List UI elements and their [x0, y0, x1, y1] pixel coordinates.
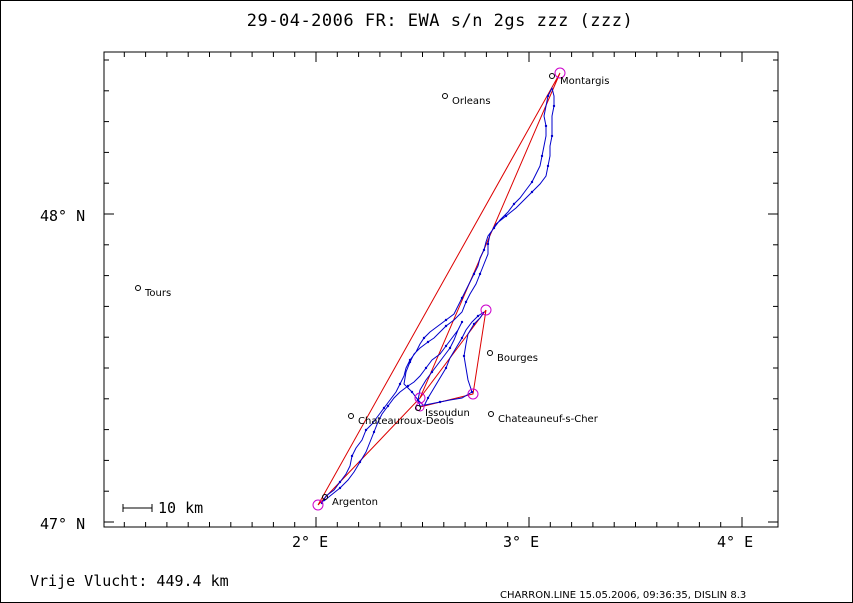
credit-text: CHARRON.LINE 15.05.2006, 09:36:35, DISLI…	[500, 590, 746, 601]
track-fix	[416, 398, 420, 402]
task-course	[317, 72, 561, 506]
city-montargis: Montargis	[560, 76, 609, 87]
track-fix	[350, 454, 354, 458]
track-fix	[444, 366, 448, 370]
track-fix	[422, 336, 426, 340]
track-fix	[430, 370, 434, 374]
track-fix	[552, 104, 556, 108]
city-markers: Montargis Orleans Tours Bourges Issoudun…	[135, 73, 609, 508]
track-fix	[472, 322, 476, 326]
track-fix	[406, 384, 410, 388]
track-fix	[486, 242, 490, 246]
track-fix	[338, 480, 342, 484]
city-chateauneuf: Chateauneuf-s-Cher	[498, 414, 599, 425]
lon-label-2: 2° E	[292, 533, 328, 551]
track-fix	[540, 154, 544, 158]
track-fix	[478, 272, 482, 276]
track-fixes	[320, 94, 556, 505]
track-fix	[476, 314, 480, 318]
track-fix	[438, 400, 442, 404]
city-dot-issoudun	[415, 405, 421, 411]
scale-bar: 10 km	[122, 499, 203, 517]
city-chateauroux: Chateauroux-Deols	[358, 416, 454, 427]
track-fix	[426, 396, 430, 400]
track-fix	[408, 358, 412, 362]
page-title: 29-04-2006 FR: EWA s/n 2gs zzz (zzz)	[247, 11, 633, 31]
track-fix	[546, 94, 550, 98]
track-fix	[410, 390, 414, 394]
track-fix	[426, 340, 430, 344]
track-fix	[398, 382, 402, 386]
track-fix	[504, 214, 508, 218]
track-fix	[372, 430, 376, 434]
city-dot-chateauneuf	[488, 411, 494, 417]
track-fix	[444, 324, 448, 328]
lon-label-4: 4° E	[717, 533, 753, 551]
track-fix	[448, 346, 452, 350]
track-fix	[386, 404, 390, 408]
city-dot-bourges	[487, 350, 493, 356]
course-leg-triangle	[419, 309, 487, 408]
city-orleans: Orleans	[452, 96, 491, 107]
city-dot-chateauroux	[348, 413, 354, 419]
track-fix	[546, 164, 550, 168]
track-fix	[470, 390, 474, 394]
track-fix	[460, 336, 464, 340]
track-fix	[444, 344, 448, 348]
flight-track	[321, 86, 555, 504]
track-fix	[464, 300, 468, 304]
track-fix	[482, 248, 486, 252]
city-dot-orleans	[442, 93, 448, 99]
axis-ticks	[104, 52, 778, 527]
track-fix	[530, 190, 534, 194]
map-border	[103, 51, 779, 528]
city-dot-argenton	[322, 494, 328, 500]
track-fix	[550, 134, 554, 138]
track-fix	[338, 486, 342, 490]
city-bourges: Bourges	[497, 353, 538, 364]
turnpoint-3	[467, 388, 479, 400]
track-fix	[382, 406, 386, 410]
track-fix	[358, 460, 362, 464]
city-issoudun: Issoudun	[425, 408, 470, 419]
track-fix	[472, 272, 476, 276]
track-fix	[364, 428, 368, 432]
track-fix	[444, 318, 448, 322]
turnpoint-2	[480, 304, 492, 316]
scale-bar-label: 10 km	[158, 499, 203, 517]
turnpoint-start	[312, 499, 324, 511]
lat-label-48: 48° N	[40, 207, 85, 225]
track-fix	[408, 360, 412, 364]
track-fix	[460, 320, 464, 324]
lon-label-3: 3° E	[503, 533, 539, 551]
distance-label: Vrije Vlucht: 449.4 km	[30, 572, 229, 590]
track-fix	[460, 296, 464, 300]
turnpoint-1	[554, 67, 566, 79]
track-fix	[512, 202, 516, 206]
course-leg-main	[317, 72, 561, 506]
city-tours: Tours	[144, 288, 171, 299]
track-fix	[530, 180, 534, 184]
track-fix	[544, 124, 548, 128]
track-fix	[424, 366, 428, 370]
track-fix	[492, 226, 496, 230]
city-argenton: Argenton	[332, 497, 378, 508]
lat-label-47: 47° N	[40, 515, 85, 533]
city-dot-montargis	[549, 73, 555, 79]
city-dot-tours	[135, 285, 141, 291]
track-fix	[462, 354, 466, 358]
